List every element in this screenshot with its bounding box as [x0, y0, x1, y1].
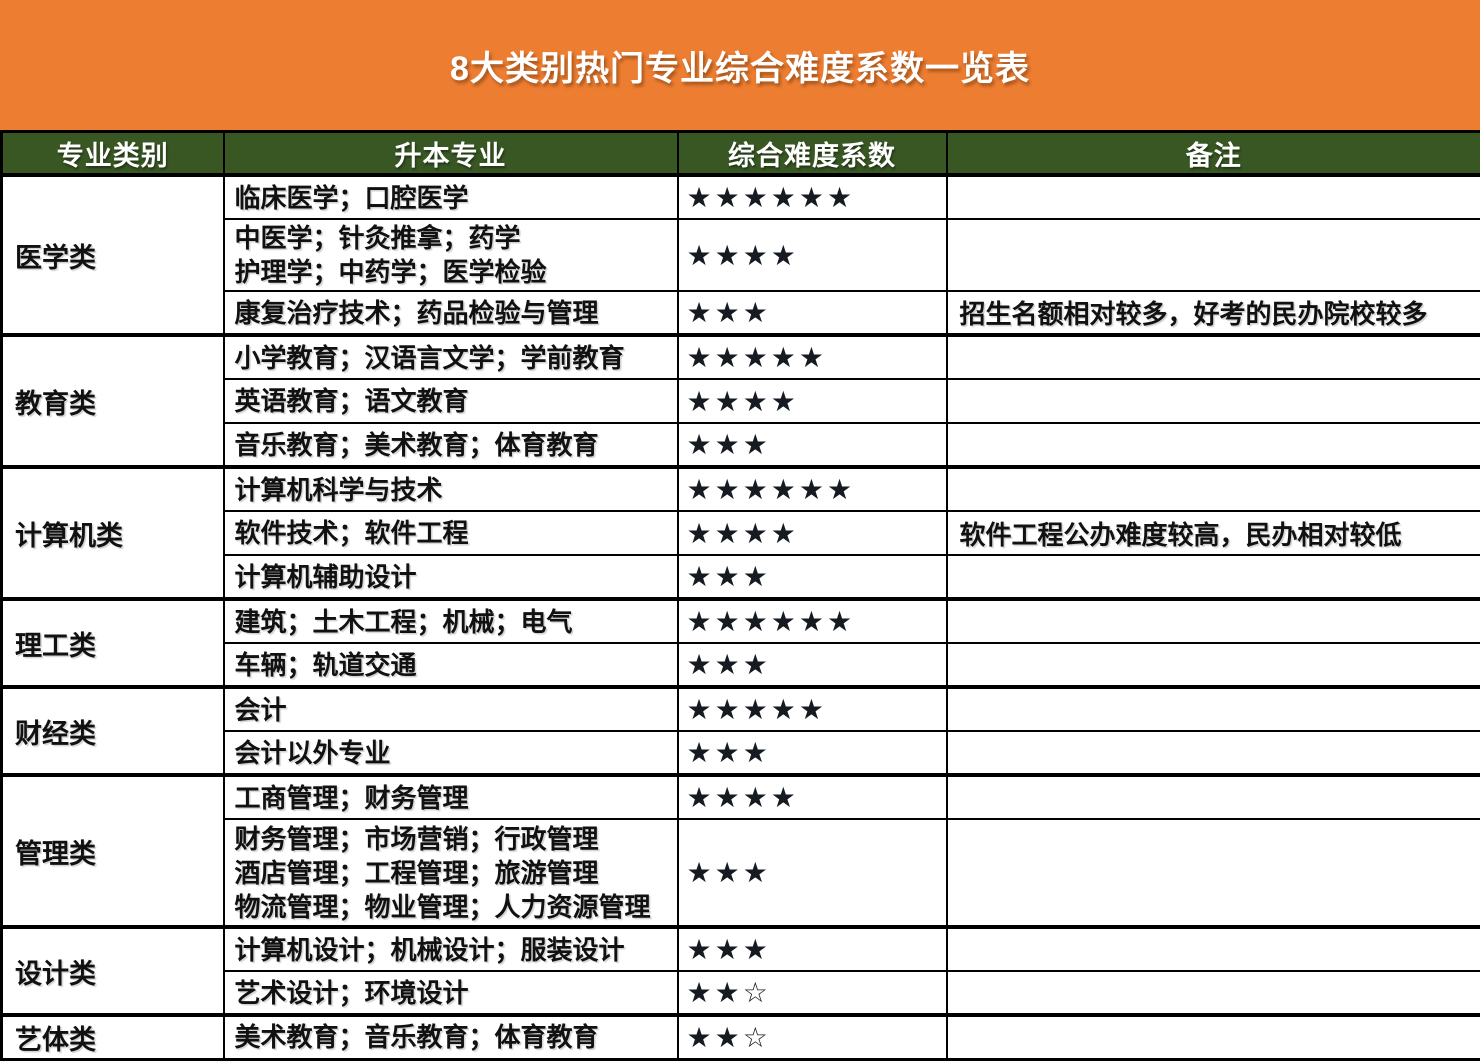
majors-cell: 会计以外专业: [222, 730, 679, 776]
note-cell: 软件工程公办难度较高，民办相对较低: [945, 510, 1480, 556]
table-row: 车辆；轨道交通 ★★★: [2, 642, 1480, 688]
note-cell: [945, 925, 1480, 972]
note-cell: [945, 333, 1480, 380]
majors-cell: 艺术设计；环境设计: [222, 970, 679, 1016]
table-row: 计算机类 计算机科学与技术 ★★★★★★: [0, 465, 1480, 600]
table-row: 艺术设计；环境设计 ★★☆: [2, 970, 1480, 1016]
majors-cell: 计算机科学与技术: [222, 465, 679, 512]
stars-cell: ★★★: [676, 642, 948, 688]
note-cell: [945, 554, 1480, 600]
note-cell: [945, 465, 1480, 512]
category-cell: 艺体类: [0, 1013, 225, 1060]
difficulty-table: 专业类别 升本专业 综合难度系数 备注 医学类 临床医学；口腔医学 ★★★★★★…: [0, 130, 1480, 1061]
note-cell: [945, 597, 1480, 644]
stars-cell: ★★★: [676, 818, 948, 928]
stars-cell: ★★★★★★: [676, 173, 948, 220]
table-row: 音乐教育；美术教育；体育教育 ★★★: [2, 422, 1480, 468]
note-cell: [945, 818, 1480, 928]
table-row: 计算机辅助设计 ★★★: [2, 554, 1480, 600]
col-header-major: 升本专业: [222, 130, 679, 176]
majors-cell: 会计: [222, 685, 679, 732]
majors-line: 酒店管理；工程管理；旅游管理: [234, 857, 599, 888]
majors-cell: 建筑；土木工程；机械；电气: [222, 597, 679, 644]
note-cell: [945, 173, 1480, 220]
majors-cell: 小学教育；汉语言文学；学前教育: [222, 333, 679, 380]
table-row: 会计以外专业 ★★★: [2, 730, 1480, 776]
note-cell: [945, 685, 1480, 732]
note-cell: [945, 642, 1480, 688]
table-row: 医学类 临床医学；口腔医学 ★★★★★★: [0, 173, 1480, 336]
col-header-note: 备注: [945, 130, 1480, 176]
majors-cell: 中医学；针灸推拿；药学 护理学；中药学；医学检验: [222, 218, 679, 292]
majors-line: 财务管理；市场营销；行政管理: [234, 823, 599, 854]
stars-cell: ★★★★★★: [676, 597, 948, 644]
note-cell: [945, 422, 1480, 468]
majors-cell: 康复治疗技术；药品检验与管理: [222, 290, 679, 336]
majors-cell: 财务管理；市场营销；行政管理 酒店管理；工程管理；旅游管理 物流管理；物业管理；…: [222, 818, 679, 928]
majors-cell: 工商管理；财务管理: [222, 773, 679, 820]
stars-cell: ★★★: [676, 290, 948, 336]
page-title: 8大类别热门专业综合难度系数一览表: [450, 49, 1030, 88]
majors-cell: 计算机辅助设计: [222, 554, 679, 600]
majors-cell: 计算机设计；机械设计；服装设计: [222, 925, 679, 972]
majors-line: 护理学；中药学；医学检验: [234, 257, 547, 287]
note-cell: [945, 378, 1480, 424]
category-cell: 设计类: [0, 925, 225, 1016]
stars-cell: ★★☆: [676, 970, 948, 1016]
table-row: 设计类 计算机设计；机械设计；服装设计 ★★★: [0, 925, 1480, 1016]
category-cell: 教育类: [0, 333, 225, 468]
note-cell: [945, 730, 1480, 776]
table-row: 财经类 会计 ★★★★★: [0, 685, 1480, 776]
stars-cell: ★★★★: [676, 218, 948, 292]
stars-cell: ★★★★★★: [676, 465, 948, 512]
table-row: 英语教育；语文教育 ★★★★: [2, 378, 1480, 424]
table-row: 软件技术；软件工程 ★★★★ 软件工程公办难度较高，民办相对较低: [2, 510, 1480, 556]
majors-cell: 英语教育；语文教育: [222, 378, 679, 424]
majors-cell: 软件技术；软件工程: [222, 510, 679, 556]
stars-cell: ★★★: [676, 730, 948, 776]
stars-cell: ★★★: [676, 422, 948, 468]
category-cell: 管理类: [0, 773, 225, 928]
note-cell: [945, 970, 1480, 1016]
stars-cell: ★★★★: [676, 510, 948, 556]
table-row: 教育类 小学教育；汉语言文学；学前教育 ★★★★★: [0, 333, 1480, 468]
category-cell: 财经类: [0, 685, 225, 776]
majors-cell: 音乐教育；美术教育；体育教育: [222, 422, 679, 468]
table-row: 财务管理；市场营销；行政管理 酒店管理；工程管理；旅游管理 物流管理；物业管理；…: [2, 818, 1480, 928]
table-row: 康复治疗技术；药品检验与管理 ★★★ 招生名额相对较多，好考的民办院校较多: [2, 290, 1480, 336]
table-row: 理工类 建筑；土木工程；机械；电气 ★★★★★★: [0, 597, 1480, 688]
title-banner: 8大类别热门专业综合难度系数一览表: [0, 0, 1480, 130]
stars-cell: ★★★★: [676, 773, 948, 820]
majors-line: 中医学；针灸推拿；药学: [234, 223, 521, 253]
col-header-category: 专业类别: [0, 130, 225, 176]
majors-cell: 美术教育；音乐教育；体育教育: [222, 1013, 679, 1060]
header-row: 专业类别 升本专业 综合难度系数 备注: [0, 130, 1480, 176]
note-cell: 招生名额相对较多，好考的民办院校较多: [945, 290, 1480, 336]
stars-cell: ★★★★★: [676, 333, 948, 380]
stars-cell: ★★★★★: [676, 685, 948, 732]
majors-cell: 临床医学；口腔医学: [222, 173, 679, 220]
majors-line: 物流管理；物业管理；人力资源管理: [234, 891, 651, 922]
table-row: 管理类 工商管理；财务管理 ★★★★: [0, 773, 1480, 928]
stars-cell: ★★★: [676, 925, 948, 972]
stars-cell: ★★☆: [676, 1013, 948, 1060]
category-cell: 计算机类: [0, 465, 225, 600]
majors-cell: 车辆；轨道交通: [222, 642, 679, 688]
table-row: 中医学；针灸推拿；药学 护理学；中药学；医学检验 ★★★★: [2, 218, 1480, 292]
stars-cell: ★★★: [676, 554, 948, 600]
category-cell: 理工类: [0, 597, 225, 688]
category-cell: 医学类: [0, 173, 225, 336]
stars-cell: ★★★★: [676, 378, 948, 424]
note-cell: [945, 1013, 1480, 1060]
note-cell: [945, 218, 1480, 292]
col-header-difficulty: 综合难度系数: [676, 130, 948, 176]
note-cell: [945, 773, 1480, 820]
table-row: 艺体类 美术教育；音乐教育；体育教育 ★★☆: [0, 1013, 1480, 1060]
